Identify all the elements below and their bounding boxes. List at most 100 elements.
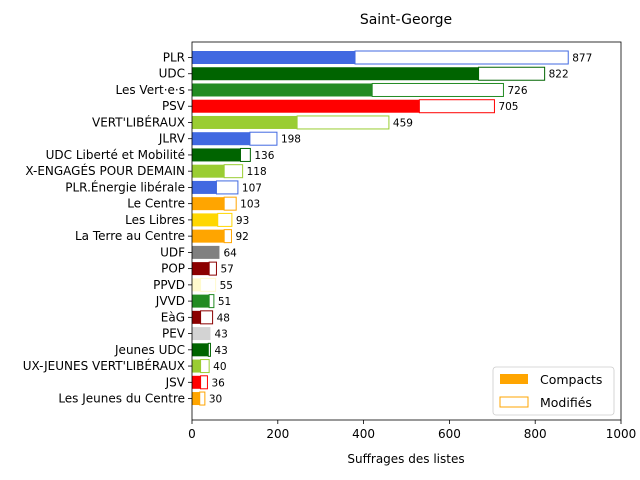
bar-modifies: [215, 180, 239, 195]
legend-swatch-compacts: [500, 374, 528, 384]
bar-total-label: 459: [393, 117, 413, 129]
y-tick-label: POP: [161, 262, 185, 276]
bar-total-label: 30: [209, 394, 222, 406]
bar-compacts: [192, 310, 201, 324]
bar-compacts: [192, 83, 373, 97]
x-tick-label: 1000: [606, 427, 637, 441]
bar-total-label: 822: [549, 69, 569, 81]
bar-compacts: [192, 262, 210, 276]
bar-modifies: [478, 66, 546, 81]
bar-modifies: [418, 99, 495, 114]
bar-total-label: 51: [218, 296, 231, 308]
y-tick-label: Le Centre: [127, 197, 185, 211]
x-axis: 0 200 400 600 800 1000: [188, 420, 636, 441]
bar-modifies: [207, 342, 211, 357]
y-tick-label: La Terre au Centre: [75, 229, 185, 243]
bar-compacts: [192, 164, 225, 178]
bar-compacts: [192, 115, 298, 129]
bar-compacts: [192, 67, 479, 81]
y-tick-label: VERT'LIBÉRAUX: [92, 114, 185, 129]
bar-total-label: 93: [236, 215, 249, 227]
bar-total-label: 40: [213, 361, 226, 373]
bar-total-label: 877: [572, 53, 592, 65]
bar-compacts: [192, 359, 201, 373]
y-tick-label: UDC Liberté et Mobilité: [46, 148, 185, 162]
y-tick-label: UX-JEUNES VERT'LIBÉRAUX: [23, 358, 185, 373]
bar-modifies: [200, 359, 210, 374]
bar-modifies: [223, 229, 232, 244]
bar-total-label: 36: [211, 377, 225, 389]
y-tick-label: Jeunes UDC: [114, 343, 185, 357]
y-tick-label: Les Vert·e·s: [116, 83, 186, 97]
bar-total-label: 92: [235, 231, 248, 243]
bar-compacts: [192, 392, 200, 406]
y-tick-label: EàG: [161, 310, 185, 324]
chart-title: Saint-George: [360, 12, 452, 28]
bar-modifies: [200, 310, 214, 325]
x-axis-label: Suffrages des listes: [347, 452, 464, 466]
bar-compacts: [192, 327, 211, 341]
y-tick-label: UDC: [159, 67, 185, 81]
bar-compacts: [192, 197, 225, 211]
bar-modifies: [223, 164, 244, 179]
plot-frame: [191, 41, 622, 421]
bar-modifies: [208, 261, 217, 276]
bar-compacts: [192, 180, 217, 194]
bar-total-label: 136: [254, 150, 274, 162]
y-tick-label: UDF: [160, 245, 185, 259]
bar-compacts: [192, 148, 241, 162]
y-tick-label: JLRV: [158, 132, 186, 146]
bar-total-label: 705: [498, 101, 518, 113]
bar-total-label: 198: [281, 134, 301, 146]
bar-total-label: 103: [240, 199, 260, 211]
bar-modifies: [199, 391, 206, 406]
bar-compacts: [192, 229, 225, 243]
bar-total-label: 57: [220, 264, 233, 276]
y-tick-label: PEV: [162, 327, 186, 341]
bar-modifies: [296, 115, 390, 130]
bar-modifies: [249, 131, 278, 146]
x-tick-label: 400: [352, 427, 375, 441]
y-tick-label: JSV: [165, 375, 186, 389]
bar-modifies: [200, 277, 217, 292]
bar-compacts: [192, 343, 209, 357]
bar-total-label: 48: [217, 312, 230, 324]
bar-compacts: [192, 51, 356, 64]
bar-compacts: [192, 132, 250, 146]
y-tick-label: PPVD: [153, 278, 185, 292]
bar-total-label: 64: [223, 247, 237, 259]
bar-total-label: 43: [214, 345, 227, 357]
bar-modifies: [239, 147, 251, 162]
bar-compacts: [192, 278, 201, 292]
y-tick-label: Les Libres: [125, 213, 185, 227]
bar-modifies: [208, 294, 215, 309]
y-tick-label: PLR: [163, 51, 185, 65]
x-tick-label: 200: [266, 427, 289, 441]
bar-compacts: [192, 375, 201, 389]
bar-total-label: 43: [214, 329, 227, 341]
y-tick-label: Les Jeunes du Centre: [58, 392, 185, 406]
bar-modifies: [371, 82, 504, 97]
bar-total-label: 55: [220, 280, 233, 292]
bar-modifies: [354, 50, 569, 65]
bar-modifies: [217, 212, 233, 227]
bar-total-label: 726: [507, 85, 527, 97]
legend-label-modifies: Modifiés: [540, 395, 592, 410]
bar-compacts: [192, 213, 218, 227]
legend: Compacts Modifiés: [492, 366, 615, 416]
bar-modifies: [223, 196, 237, 211]
x-tick-label: 600: [438, 427, 461, 441]
bar-modifies: [200, 375, 208, 390]
bar-total-label: 107: [242, 182, 262, 194]
bar-total-label: 118: [247, 166, 267, 178]
bar-compacts: [192, 245, 220, 259]
x-tick-label: 800: [524, 427, 547, 441]
bar-compacts: [192, 294, 210, 308]
y-tick-label: X-ENGAGÉS POUR DEMAIN: [25, 163, 185, 178]
legend-label-compacts: Compacts: [540, 372, 602, 387]
legend-swatch-modifies: [499, 396, 529, 408]
y-tick-label: PSV: [162, 99, 186, 113]
